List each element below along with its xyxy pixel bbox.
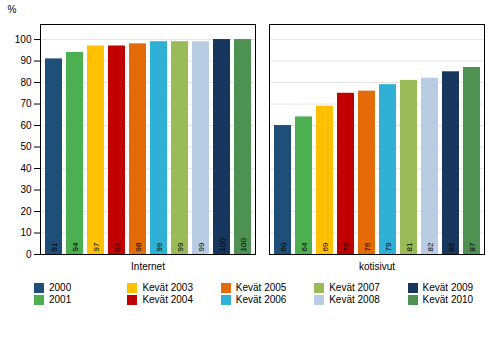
svg-text:70: 70 xyxy=(20,98,32,109)
html-text:2000: 2000 xyxy=(49,282,72,293)
svg-text:50: 50 xyxy=(20,141,32,152)
svg-text:20: 20 xyxy=(20,206,32,217)
svg-text:85: 85 xyxy=(447,242,456,251)
svg-text:97: 97 xyxy=(92,242,101,251)
svg-text:60: 60 xyxy=(279,242,288,251)
svg-text:100: 100 xyxy=(218,238,227,252)
html-text:Kevät 2008: Kevät 2008 xyxy=(329,294,380,305)
svg-text:90: 90 xyxy=(20,55,32,66)
svg-text:98: 98 xyxy=(134,242,143,251)
html-text:Kevät 2005: Kevät 2005 xyxy=(235,282,287,293)
svg-text:kotisivut: kotisivut xyxy=(359,261,395,272)
svg-text:99: 99 xyxy=(176,242,185,251)
html-text:Kevät 2003: Kevät 2003 xyxy=(142,282,193,293)
html-text:2001: 2001 xyxy=(49,294,72,305)
svg-text:10: 10 xyxy=(20,227,32,238)
svg-text:76: 76 xyxy=(363,242,372,251)
svg-text:99: 99 xyxy=(155,242,164,251)
svg-text:Internet: Internet xyxy=(131,261,165,272)
svg-text:81: 81 xyxy=(405,242,414,251)
html-text:Kevät 2007: Kevät 2007 xyxy=(329,282,380,293)
html-text:Kevät 2006: Kevät 2006 xyxy=(235,294,287,305)
svg-text:79: 79 xyxy=(384,242,393,251)
html-text:Kevät 2004: Kevät 2004 xyxy=(142,294,193,305)
svg-text:100: 100 xyxy=(15,34,32,45)
svg-text:80: 80 xyxy=(20,77,32,88)
svg-text:94: 94 xyxy=(71,242,80,251)
svg-text:75: 75 xyxy=(342,242,351,251)
html-text:Kevät 2009: Kevät 2009 xyxy=(422,282,474,293)
svg-text:97: 97 xyxy=(113,242,122,251)
svg-text:0: 0 xyxy=(26,249,32,260)
svg-text:60: 60 xyxy=(20,120,32,131)
svg-text:64: 64 xyxy=(300,242,309,251)
svg-text:100: 100 xyxy=(239,238,248,252)
svg-text:82: 82 xyxy=(426,242,435,251)
svg-text:40: 40 xyxy=(20,163,32,174)
svg-text:%: % xyxy=(8,4,17,15)
svg-text:99: 99 xyxy=(197,242,206,251)
svg-text:87: 87 xyxy=(468,242,477,251)
svg-text:91: 91 xyxy=(50,242,59,251)
svg-text:30: 30 xyxy=(20,184,32,195)
html-text:Kevät 2010: Kevät 2010 xyxy=(422,294,474,305)
svg-text:69: 69 xyxy=(321,242,330,251)
